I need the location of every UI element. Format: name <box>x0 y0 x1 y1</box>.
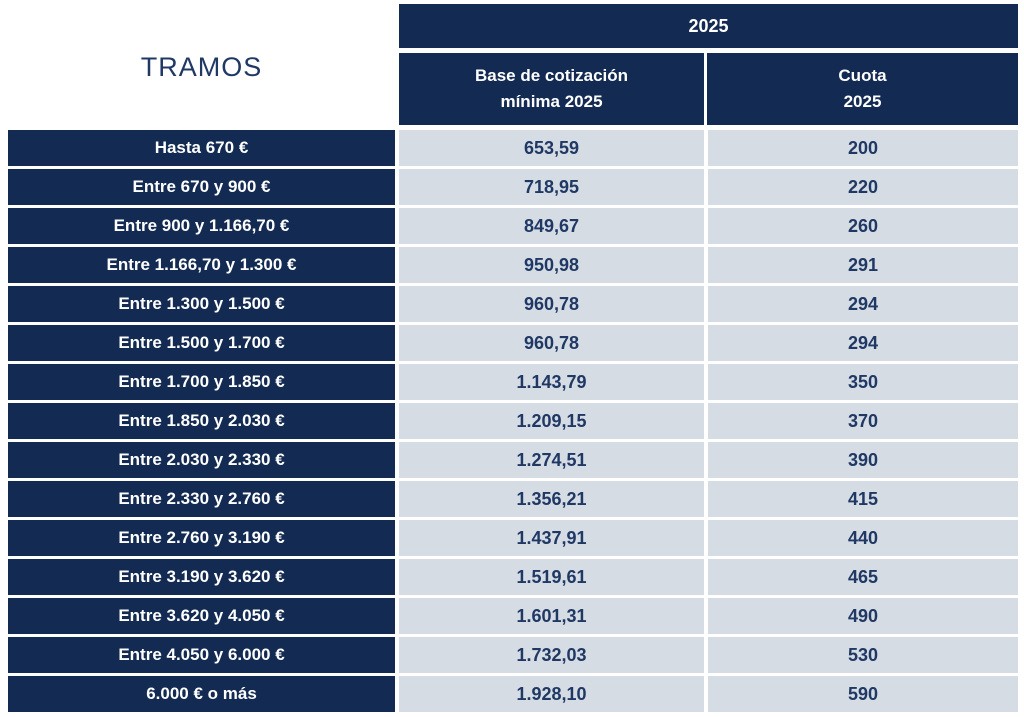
table-row: Entre 1.700 y 1.850 € 1.143,79 350 <box>8 364 1018 400</box>
table-row: Entre 1.300 y 1.500 € 960,78 294 <box>8 286 1018 322</box>
tramo-cell: 6.000 € o más <box>8 676 395 712</box>
base-cell: 1.437,91 <box>399 520 704 556</box>
table-row: Entre 2.760 y 3.190 € 1.437,91 440 <box>8 520 1018 556</box>
tramo-cell: Entre 1.500 y 1.700 € <box>8 325 395 361</box>
table-row: Entre 3.620 y 4.050 € 1.601,31 490 <box>8 598 1018 634</box>
table-row: Entre 1.850 y 2.030 € 1.209,15 370 <box>8 403 1018 439</box>
table-row: Entre 4.050 y 6.000 € 1.732,03 530 <box>8 637 1018 673</box>
table-row: Entre 2.330 y 2.760 € 1.356,21 415 <box>8 481 1018 517</box>
cuota-cell: 490 <box>708 598 1018 634</box>
table-row: Entre 2.030 y 2.330 € 1.274,51 390 <box>8 442 1018 478</box>
table-row: 6.000 € o más 1.928,10 590 <box>8 676 1018 712</box>
cuota-cell: 291 <box>708 247 1018 283</box>
base-cell: 1.732,03 <box>399 637 704 673</box>
cuota-cell: 440 <box>708 520 1018 556</box>
cuota-cell: 350 <box>708 364 1018 400</box>
column-header-cuota-line1: Cuota <box>838 65 887 85</box>
cuota-cell: 590 <box>708 676 1018 712</box>
table-row: Entre 900 y 1.166,70 € 849,67 260 <box>8 208 1018 244</box>
base-cell: 1.143,79 <box>399 364 704 400</box>
tramo-cell: Entre 1.850 y 2.030 € <box>8 403 395 439</box>
cuota-cell: 390 <box>708 442 1018 478</box>
column-header-cuota: Cuota 2025 <box>707 53 1018 125</box>
base-cell: 849,67 <box>399 208 704 244</box>
table-row: Entre 670 y 900 € 718,95 220 <box>8 169 1018 205</box>
tramo-cell: Entre 1.166,70 y 1.300 € <box>8 247 395 283</box>
cuota-cell: 530 <box>708 637 1018 673</box>
tramo-cell: Entre 1.300 y 1.500 € <box>8 286 395 322</box>
cuota-cell: 465 <box>708 559 1018 595</box>
tramo-cell: Entre 2.330 y 2.760 € <box>8 481 395 517</box>
table-body: Hasta 670 € 653,59 200 Entre 670 y 900 €… <box>8 130 1018 712</box>
cuota-cell: 415 <box>708 481 1018 517</box>
base-cell: 960,78 <box>399 325 704 361</box>
column-header-base-cotizacion: Base de cotización mínima 2025 <box>399 53 704 125</box>
column-header-base-line2: mínima 2025 <box>500 92 603 111</box>
cuota-cell: 370 <box>708 403 1018 439</box>
tramo-cell: Entre 4.050 y 6.000 € <box>8 637 395 673</box>
cuota-cell: 294 <box>708 325 1018 361</box>
table-row: Entre 3.190 y 3.620 € 1.519,61 465 <box>8 559 1018 595</box>
base-cell: 1.209,15 <box>399 403 704 439</box>
base-cell: 960,78 <box>399 286 704 322</box>
tramo-cell: Entre 900 y 1.166,70 € <box>8 208 395 244</box>
base-cell: 1.601,31 <box>399 598 704 634</box>
year-header-label: 2025 <box>688 15 729 36</box>
cuota-cell: 260 <box>708 208 1018 244</box>
base-cell: 1.519,61 <box>399 559 704 595</box>
table-row: Entre 1.166,70 y 1.300 € 950,98 291 <box>8 247 1018 283</box>
cuota-cell: 200 <box>708 130 1018 166</box>
base-cell: 1.356,21 <box>399 481 704 517</box>
tramo-cell: Entre 2.030 y 2.330 € <box>8 442 395 478</box>
tramo-cell: Entre 1.700 y 1.850 € <box>8 364 395 400</box>
column-header-cuota-line2: 2025 <box>843 92 882 111</box>
table-row: Hasta 670 € 653,59 200 <box>8 130 1018 166</box>
tramo-cell: Entre 670 y 900 € <box>8 169 395 205</box>
cuota-cell: 220 <box>708 169 1018 205</box>
year-header: 2025 <box>399 4 1018 48</box>
tramo-cell: Hasta 670 € <box>8 130 395 166</box>
base-cell: 718,95 <box>399 169 704 205</box>
base-cell: 653,59 <box>399 130 704 166</box>
column-header-base-line1: Base de cotización <box>474 65 629 85</box>
tramo-cell: Entre 2.760 y 3.190 € <box>8 520 395 556</box>
table-row: Entre 1.500 y 1.700 € 960,78 294 <box>8 325 1018 361</box>
tramo-cell: Entre 3.190 y 3.620 € <box>8 559 395 595</box>
base-cell: 1.274,51 <box>399 442 704 478</box>
base-cell: 950,98 <box>399 247 704 283</box>
base-cell: 1.928,10 <box>399 676 704 712</box>
tramo-cell: Entre 3.620 y 4.050 € <box>8 598 395 634</box>
page-title: TRAMOS <box>140 52 263 82</box>
cuota-cell: 294 <box>708 286 1018 322</box>
